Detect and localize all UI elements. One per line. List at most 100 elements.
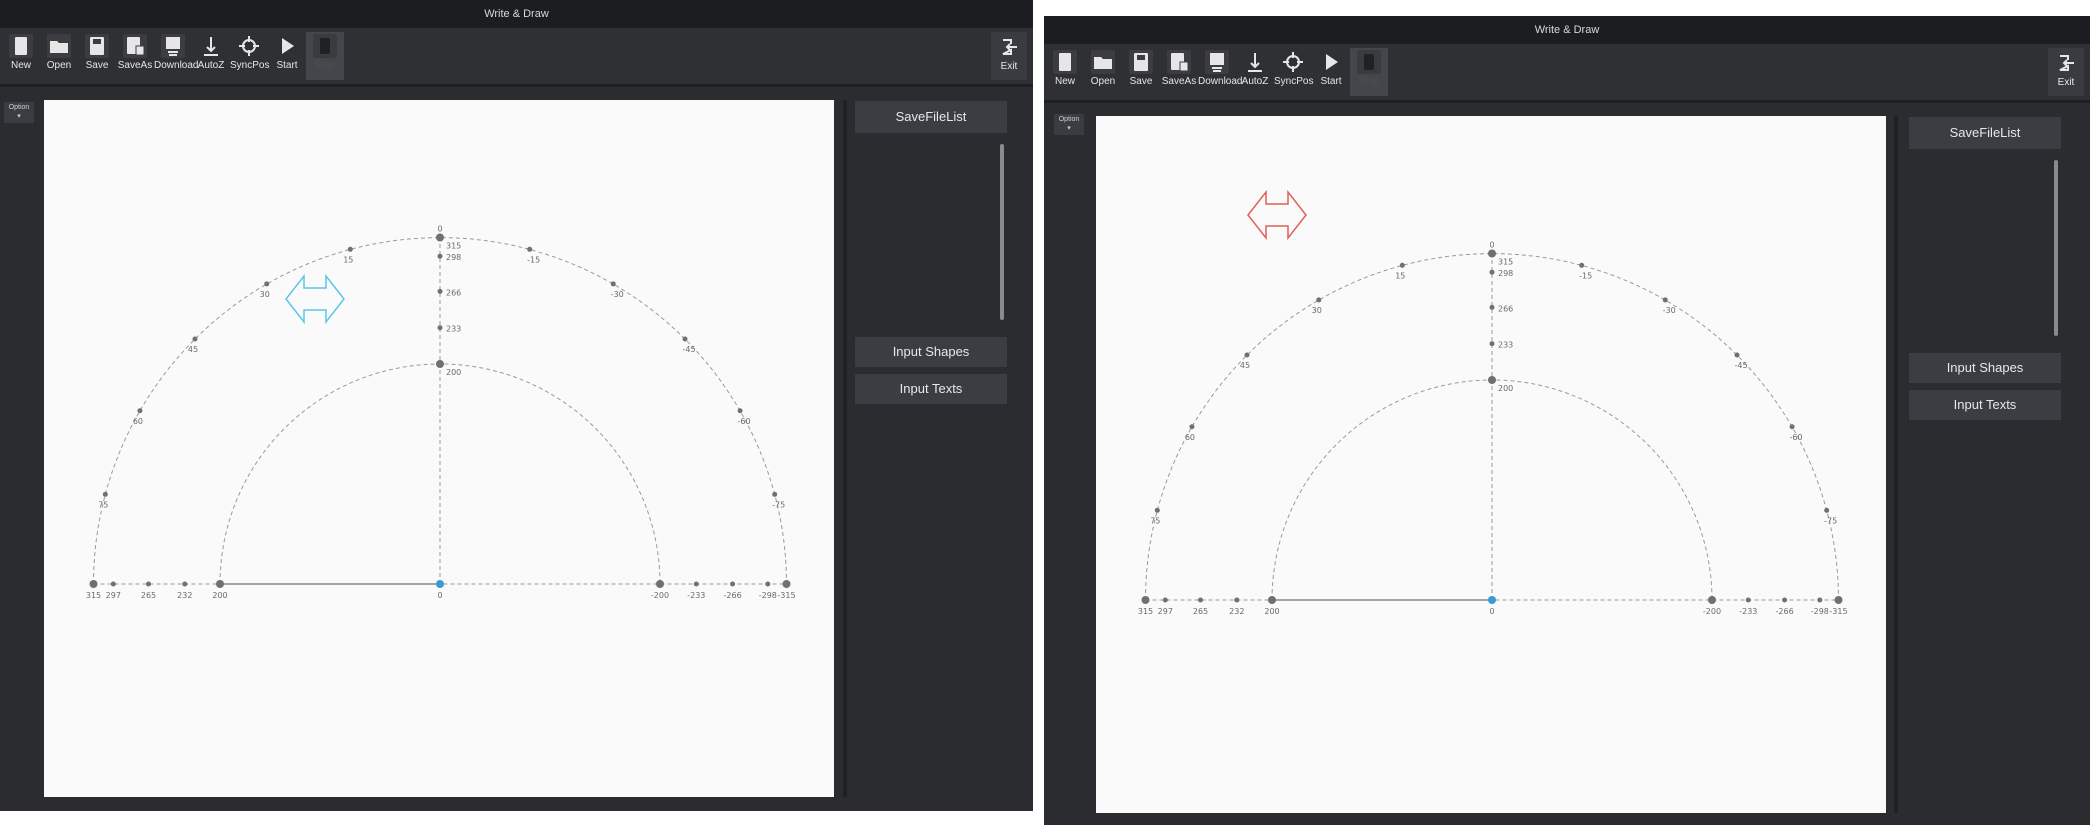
angle-marker xyxy=(1579,262,1585,268)
angle-label: -60 xyxy=(738,417,751,426)
baseline-marker xyxy=(765,581,771,587)
savefilelist-button[interactable]: SaveFileList xyxy=(1908,116,2062,150)
angle-label: -15 xyxy=(527,255,540,264)
toolbar-label: SaveAs xyxy=(117,60,153,71)
angle-marker xyxy=(1316,297,1322,303)
angle-label-0: 0 xyxy=(437,225,442,234)
toolbar-open-button[interactable]: Open xyxy=(1084,48,1122,96)
inner-arc xyxy=(219,363,661,585)
new-file-icon xyxy=(1053,50,1077,74)
baseline-label: 200 xyxy=(212,591,227,600)
toolbar-download-button[interactable]: Download xyxy=(154,32,198,80)
vertical-tick-marker xyxy=(436,233,444,242)
toolbar-new-button[interactable]: New xyxy=(2,32,40,80)
file-list-scrollbar[interactable] xyxy=(999,140,1005,326)
baseline-marker xyxy=(1834,596,1843,604)
baseline-marker xyxy=(1745,597,1751,603)
baseline-label: 315 xyxy=(1138,607,1153,616)
toolbar-autoz-button[interactable]: AutoZ xyxy=(192,32,230,80)
toolbar-syncpos-button[interactable]: SyncPos xyxy=(1274,48,1313,96)
angle-label: -60 xyxy=(1790,433,1803,442)
baseline-marker xyxy=(693,581,699,587)
toolbar-saveas-button[interactable]: SaveAs xyxy=(1160,48,1198,96)
play-icon xyxy=(1326,54,1338,70)
baseline-marker xyxy=(182,581,188,587)
input-texts-button[interactable]: Input Texts xyxy=(854,373,1008,405)
angle-marker xyxy=(347,246,353,252)
exit-button[interactable]: Exit xyxy=(991,32,1027,80)
chevron-down-icon: ▾ xyxy=(1067,125,1071,132)
panel-divider xyxy=(1894,116,1898,813)
vertical-tick-marker xyxy=(436,360,444,368)
baseline-marker xyxy=(89,580,98,588)
center-point xyxy=(1488,596,1496,604)
drawing-canvas[interactable]: 0 15 30 45 60 75 -15 -30 -45 -60 -75 315 298 266 233 20… xyxy=(44,100,834,797)
angle-label: 30 xyxy=(260,290,270,299)
toolbar-syncpos-button[interactable]: SyncPos xyxy=(230,32,270,80)
angle-marker xyxy=(102,491,108,497)
toolbar-new-button[interactable]: New xyxy=(1046,48,1084,96)
option-dropdown[interactable]: Option ▾ xyxy=(4,102,34,123)
savefilelist-button[interactable]: SaveFileList xyxy=(854,100,1008,134)
toolbar-stop-button: Stop xyxy=(306,32,344,80)
exit-button[interactable]: Exit xyxy=(2048,48,2084,96)
file-list-scrollbar[interactable] xyxy=(2053,156,2059,342)
screenshot-left: Write & Draw New Open Save SaveAs Download Au… xyxy=(0,0,1033,811)
toolbar-label: SyncPos xyxy=(230,60,270,71)
angle-label: 15 xyxy=(343,255,353,264)
exit-label: Exit xyxy=(1000,61,1018,72)
baseline-label: -200 xyxy=(1703,607,1721,616)
input-texts-button[interactable]: Input Texts xyxy=(1908,389,2062,421)
baseline-marker xyxy=(1708,596,1716,604)
save-icon xyxy=(85,34,109,58)
toolbar-download-button[interactable]: Download xyxy=(1198,48,1242,96)
window-title: Write & Draw xyxy=(1044,16,2090,44)
outer-arc xyxy=(93,237,787,585)
option-dropdown[interactable]: Option ▾ xyxy=(1054,114,1084,135)
toolbar-autoz-button[interactable]: AutoZ xyxy=(1236,48,1274,96)
baseline-label: -233 xyxy=(1739,607,1757,616)
angle-marker xyxy=(1399,262,1405,268)
vertical-tick-marker xyxy=(1489,304,1495,310)
vertical-tick-label: 266 xyxy=(1498,304,1513,313)
double-arrow-shape xyxy=(1247,189,1307,241)
angle-label: 75 xyxy=(1150,516,1160,525)
panel-divider xyxy=(843,100,847,797)
toolbar-label: Start xyxy=(276,60,298,71)
baseline-label: -266 xyxy=(1776,607,1794,616)
angle-label: 30 xyxy=(1312,306,1322,315)
vertical-tick-label: 233 xyxy=(1498,341,1513,350)
baseline-label: -266 xyxy=(724,591,742,600)
vertical-tick-label: 200 xyxy=(446,368,461,377)
toolbar-save-button[interactable]: Save xyxy=(1122,48,1160,96)
angle-marker xyxy=(682,336,688,342)
toolbar-start-button[interactable]: Start xyxy=(268,32,306,80)
baseline-label: 200 xyxy=(1264,607,1279,616)
option-label: Option xyxy=(8,104,30,111)
baseline-label: -298 xyxy=(759,591,777,600)
baseline-marker xyxy=(782,580,791,588)
toolbar-start-button[interactable]: Start xyxy=(1312,48,1350,96)
angle-label: -75 xyxy=(772,500,785,509)
scrollbar-thumb[interactable] xyxy=(1000,144,1004,320)
protractor-diagram: 0 15 30 45 60 75 -15 -30 -45 -60 -75 315 298 266 233 20… xyxy=(86,225,796,601)
exit-label: Exit xyxy=(2057,77,2075,88)
vertical-tick-marker xyxy=(437,325,443,331)
input-shapes-button[interactable]: Input Shapes xyxy=(854,336,1008,368)
baseline-label: 232 xyxy=(177,591,192,600)
baseline-marker xyxy=(1268,596,1276,604)
window-title: Write & Draw xyxy=(0,0,1033,28)
toolbar-save-button[interactable]: Save xyxy=(78,32,116,80)
toolbar-saveas-button[interactable]: SaveAs xyxy=(116,32,154,80)
toolbar-open-button[interactable]: Open xyxy=(40,32,78,80)
stop-icon xyxy=(313,34,337,58)
scrollbar-thumb[interactable] xyxy=(2054,160,2058,336)
toolbar-stop-button: Stop xyxy=(1350,48,1388,96)
crosshair-icon xyxy=(239,36,259,56)
baseline-label: 265 xyxy=(141,591,156,600)
drawing-canvas[interactable]: 0 15 30 45 60 75 -15 -30 -45 -60 -75 315 298 266 233 20… xyxy=(1096,116,1886,813)
baseline-marker xyxy=(1817,597,1823,603)
angle-marker xyxy=(1154,507,1160,513)
input-shapes-button[interactable]: Input Shapes xyxy=(1908,352,2062,384)
toolbar-label: New xyxy=(10,60,31,71)
